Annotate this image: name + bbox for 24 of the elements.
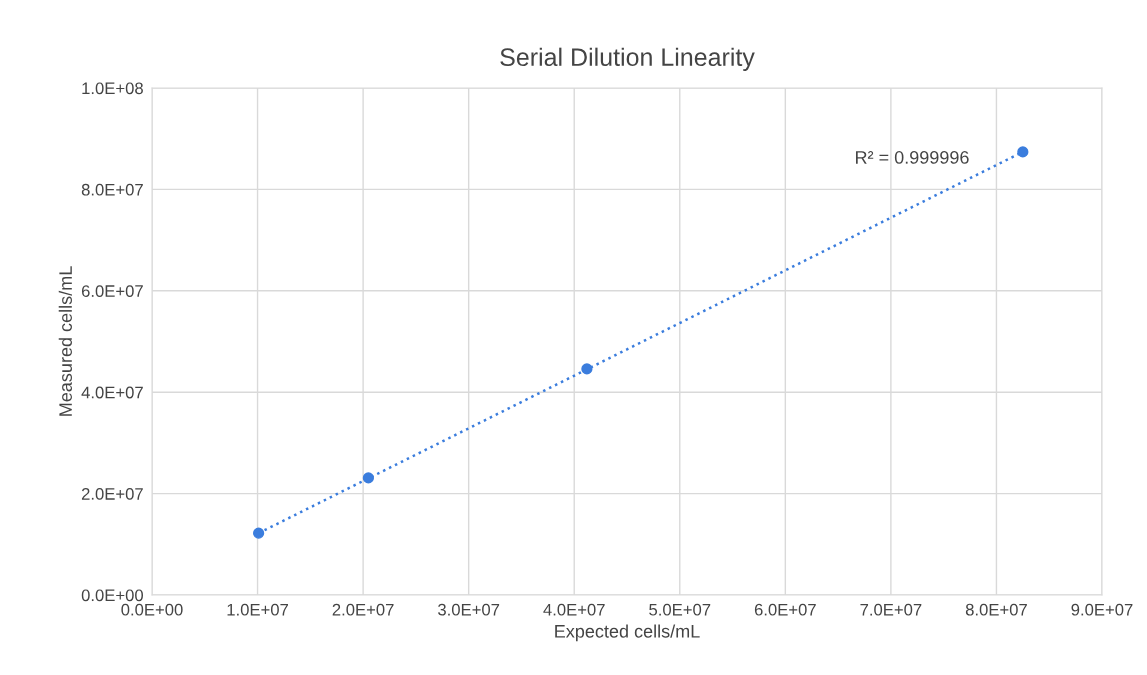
x-tick-label: 3.0E+07 — [438, 603, 500, 616]
x-tick-label: 8.0E+07 — [965, 603, 1027, 616]
x-tick-label: 7.0E+07 — [860, 603, 922, 616]
x-axis-title: Expected cells/mL — [555, 624, 700, 642]
y-tick-label: 6.0E+07 — [81, 285, 143, 297]
y-tick-label: 2.0E+07 — [81, 488, 143, 500]
x-tick-label: 4.0E+07 — [543, 603, 605, 616]
point — [581, 363, 593, 375]
point — [1017, 146, 1029, 158]
point — [253, 527, 265, 539]
x-tick-label: 5.0E+07 — [649, 603, 711, 616]
point — [362, 472, 374, 484]
y-tick-label: 0.0E+00 — [81, 589, 144, 602]
chart-title: Serial Dilution Linearity — [500, 47, 755, 71]
y-tick-label: 8.0E+07 — [81, 183, 143, 196]
x-tick-label: 9.0E+07 — [1071, 603, 1133, 616]
x-tick-label: 0.0E+00 — [121, 603, 183, 616]
x-tick-label: 1.0E+07 — [227, 603, 288, 616]
y-tick-label: 1.0E+08 — [82, 82, 143, 95]
y-tick-label: 4.0E+07 — [81, 386, 143, 399]
x-tick-label: 2.0E+07 — [332, 603, 394, 616]
annotation: R² = 0.999996 — [856, 151, 969, 164]
y-axis-title: Measured cells/mL — [58, 266, 72, 416]
x-tick-label: 6.0E+07 — [754, 603, 816, 616]
